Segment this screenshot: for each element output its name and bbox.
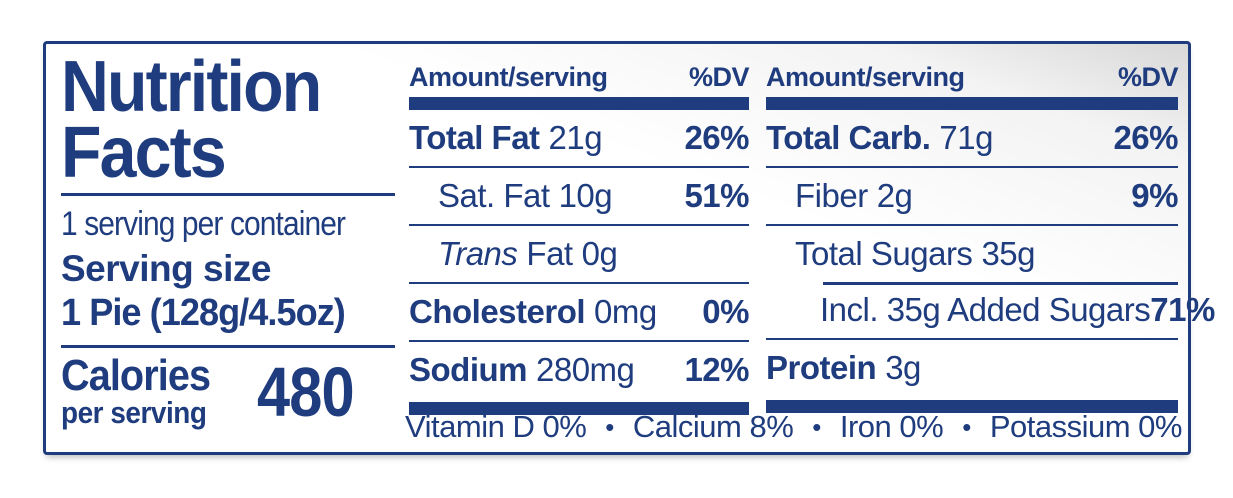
calories-value: 480	[257, 353, 355, 431]
micronutrient-calcium: Calcium 8%	[632, 409, 794, 444]
serving-info-column: Nutrition Facts 1 serving per container S…	[61, 47, 395, 431]
nutrient-rows: Total Fat 21g 26% Sat. Fat 10g 51% Trans Fa…	[409, 110, 749, 398]
amount-serving-header: Amount/serving	[766, 62, 965, 92]
micronutrient-potassium: Potassium 0%	[989, 409, 1183, 444]
thick-bar	[766, 400, 1178, 413]
nutrient-name: Total Sugars	[795, 235, 973, 272]
nutrient-name: Sodium	[409, 351, 528, 388]
nutrient-column-fat: Amount/serving %DV Total Fat 21g 26% Sat.…	[409, 61, 750, 415]
nutrient-dv: 51%	[684, 177, 749, 214]
nutrient-row-cholesterol: Cholesterol 0mg 0%	[409, 284, 749, 342]
dv-header: %DV	[688, 62, 750, 92]
nutrient-name-2: Fat	[526, 235, 573, 272]
nutrient-name: Sat. Fat	[438, 177, 550, 214]
nutrient-column-carb: Amount/serving %DV Total Carb. 71g 26% Fi…	[766, 61, 1215, 413]
nutrient-amount: 2g	[876, 177, 913, 214]
nutrient-row-total-fat: Total Fat 21g 26%	[409, 110, 749, 168]
column-header: Amount/serving %DV	[409, 61, 750, 93]
serving-size-label: Serving size	[61, 248, 271, 289]
bullet-separator: •	[812, 412, 821, 442]
nutrient-row-added-sugars: Incl. 35g Added Sugars 71%	[766, 282, 1215, 340]
nutrient-amount: 21g	[548, 119, 603, 156]
nutrient-dv: 26%	[684, 119, 749, 156]
nutrient-amount: 10g	[558, 177, 613, 214]
nutrient-name: Cholesterol	[409, 293, 586, 330]
nutrient-row-total-carb: Total Carb. 71g 26%	[766, 110, 1178, 168]
nutrient-name: Protein	[766, 349, 877, 386]
nutrient-rows: Total Carb. 71g 26% Fiber 2g 9% Total Suga…	[766, 110, 1215, 396]
nutrient-dv: 26%	[1113, 119, 1178, 156]
nutrient-row-trans-fat: Trans Fat 0g	[409, 226, 749, 284]
nutrient-row-fiber: Fiber 2g 9%	[766, 168, 1178, 226]
nutrient-name: Trans	[438, 235, 518, 272]
nutrient-dv: 71%	[1150, 291, 1215, 328]
nutrient-amount: 71g	[939, 119, 993, 156]
nutrient-amount: 0mg	[594, 293, 657, 330]
divider	[61, 345, 395, 348]
nutrition-facts-label: Nutrition Facts 1 serving per container S…	[43, 41, 1215, 455]
calories-sublabel: per serving	[61, 395, 207, 430]
title-line-2: Facts	[61, 113, 227, 193]
nutrient-row-sat-fat: Sat. Fat 10g 51%	[409, 168, 749, 226]
nutrient-amount: 280mg	[536, 351, 635, 388]
nutrient-amount: 35g	[981, 235, 1035, 272]
calories-label: Calories	[61, 351, 211, 400]
micronutrient-iron: Iron 0%	[839, 409, 944, 444]
nutrient-row-sodium: Sodium 280mg 12%	[409, 342, 749, 398]
column-header: Amount/serving %DV	[766, 61, 1179, 93]
bullet-separator: •	[605, 412, 614, 442]
nutrient-amount: 0g	[581, 235, 618, 272]
micronutrients-row: Vitamin D 0% • Calcium 8% • Iron 0% • Po…	[405, 404, 1182, 450]
nutrient-dv: 9%	[1131, 177, 1178, 214]
serving-size-value: 1 Pie (128g/4.5oz)	[61, 292, 346, 334]
nutrient-dv: 0%	[702, 293, 749, 330]
nutrient-name: Fiber	[795, 177, 868, 214]
servings-per-container: 1 serving per container	[61, 205, 346, 243]
nutrient-name: Total Fat	[409, 119, 540, 156]
thick-bar	[766, 97, 1178, 110]
calories-words: Calories per serving	[61, 351, 257, 430]
nutrient-name: Total Carb.	[766, 119, 931, 156]
nutrient-row-protein: Protein 3g	[766, 340, 1178, 396]
nutrition-facts-title: Nutrition Facts	[61, 47, 368, 193]
thick-bar	[409, 97, 749, 110]
thick-bar	[409, 402, 749, 415]
nutrient-name: Incl. 35g Added Sugars	[820, 291, 1151, 328]
title-line-1: Nutrition	[61, 47, 322, 127]
nutrient-row-total-sugars: Total Sugars 35g	[766, 226, 1178, 285]
dv-header: %DV	[1117, 62, 1179, 92]
amount-serving-header: Amount/serving	[409, 62, 608, 92]
nutrient-dv: 12%	[684, 351, 749, 388]
nutrient-amount: 3g	[885, 349, 921, 386]
bullet-separator: •	[962, 412, 971, 442]
calories-row: Calories per serving 480	[61, 351, 395, 431]
divider	[61, 193, 395, 196]
micronutrient-vitamin-d: Vitamin D 0%	[405, 409, 587, 444]
